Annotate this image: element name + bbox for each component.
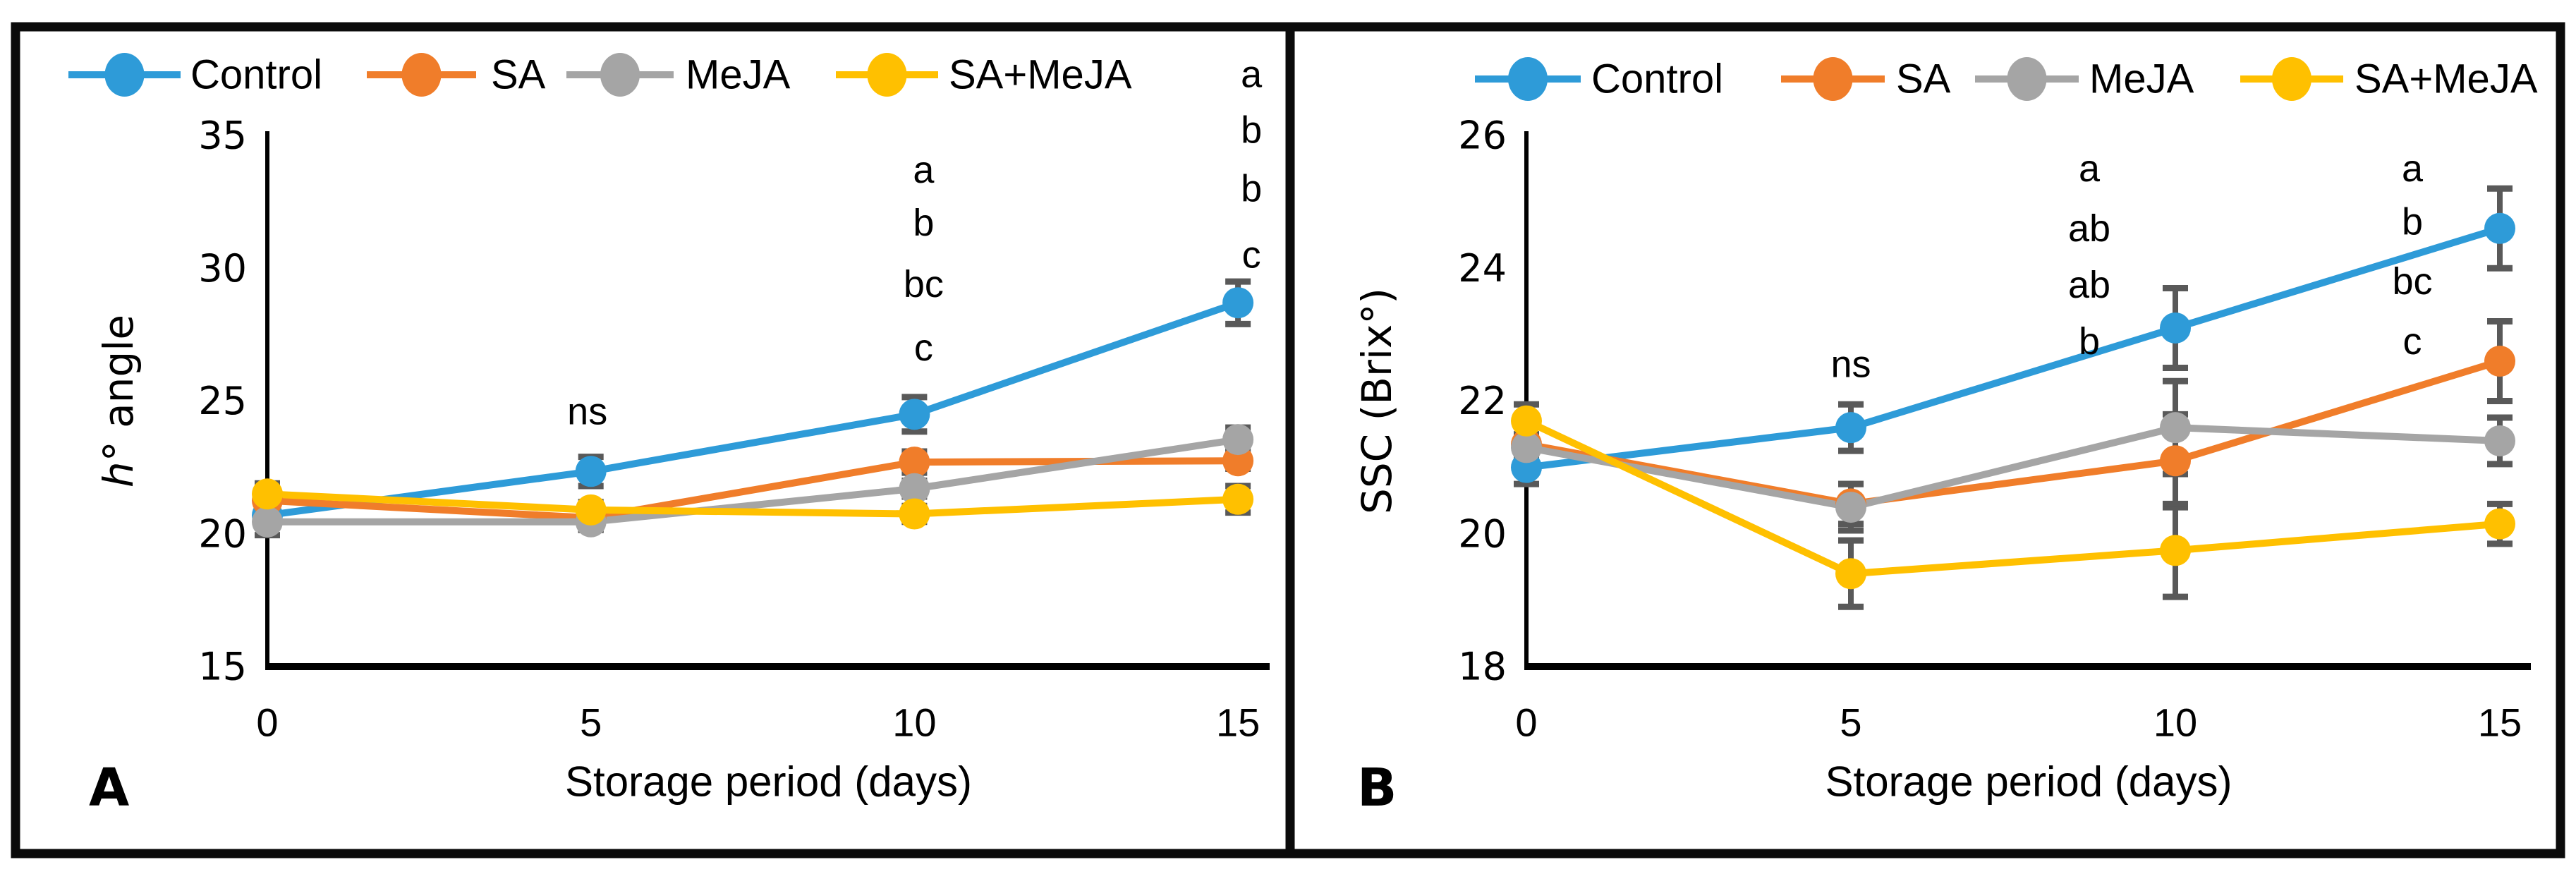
y-tick-label-a: 15 (198, 645, 247, 689)
legend-label-b: SA (1896, 56, 1951, 102)
panel-letter-b: B (1357, 758, 1397, 818)
marker-meja-day0 (1511, 432, 1542, 463)
x-tick-label-b: 10 (2153, 700, 2197, 745)
x-tick-label-b: 5 (1840, 700, 1861, 745)
y-tick-label-a: 25 (198, 379, 247, 423)
marker-meja-day10 (899, 473, 930, 504)
series-line-sa+meja (267, 490, 1239, 518)
significance-label-a: a (913, 149, 935, 191)
legend-marker-a (401, 53, 442, 97)
significance-label-b: a (2079, 147, 2101, 190)
legend-label-a: Control (190, 52, 322, 98)
series-line-sa+meja (1524, 418, 2501, 578)
y-tick-label-b: 20 (1458, 511, 1507, 556)
legend-label-b: MeJA (2089, 56, 2194, 102)
legend-label-b: SA+MeJA (2355, 56, 2538, 102)
x-tick-label-a: 10 (892, 700, 936, 745)
y-tick-label-b: 24 (1458, 246, 1507, 291)
significance-label-b: a (2402, 147, 2424, 190)
marker-meja-day10 (2160, 412, 2191, 444)
x-axis-title-b: Storage period (days) (1825, 758, 2232, 806)
marker-sa+meja-day5 (1835, 558, 1866, 590)
significance-label-b: b (2079, 320, 2100, 363)
legend-marker-a (104, 53, 145, 97)
y-tick-label-b: 18 (1458, 645, 1507, 689)
panel-frame-b (1285, 22, 2565, 858)
significance-label-b: ab (2068, 264, 2110, 306)
marker-sa-day10 (899, 447, 930, 478)
legend-marker-b (1508, 57, 1548, 101)
significance-label-b: c (2403, 320, 2422, 363)
y-tick-label-b: 22 (1458, 379, 1507, 423)
marker-sa-day10 (2160, 445, 2191, 477)
significance-label-a: b (1241, 109, 1262, 151)
marker-sa+meja-day15 (1222, 483, 1254, 515)
marker-control-day10 (2160, 312, 2191, 344)
y-tick-label-b: 26 (1458, 114, 1507, 158)
marker-control-day15 (2484, 212, 2515, 244)
x-tick-label-b: 15 (2478, 700, 2522, 745)
y-tick-label-a: 35 (198, 114, 247, 158)
series-line-control (1526, 224, 2501, 471)
y-tick-label-a: 20 (198, 511, 247, 556)
x-tick-label-a: 15 (1216, 700, 1260, 745)
significance-label-b: ns (1830, 344, 1871, 386)
significance-label-b: bc (2392, 260, 2432, 303)
significance-label-a: a (1241, 53, 1263, 95)
legend-label-b: Control (1591, 56, 1723, 102)
marker-sa+meja-day5 (575, 494, 607, 526)
significance-label-a: ns (567, 391, 607, 433)
significance-label-a: c (1242, 233, 1261, 276)
marker-sa-day15 (2484, 346, 2515, 377)
significance-label-b: ab (2068, 207, 2110, 250)
marker-sa+meja-day10 (899, 498, 930, 530)
significance-label-a: b (1241, 167, 1262, 210)
x-tick-label-b: 0 (1515, 700, 1537, 745)
y-tick-label-a: 30 (198, 246, 247, 291)
significance-label-a: b (913, 202, 934, 244)
marker-sa+meja-day10 (2160, 535, 2191, 566)
x-axis-title-a: Storage period (days) (565, 758, 972, 806)
marker-sa+meja-day0 (1511, 405, 1542, 437)
legend-marker-b (2272, 57, 2311, 101)
marker-control-day5 (1835, 412, 1866, 444)
marker-meja-day15 (1222, 424, 1254, 456)
marker-sa+meja-day0 (252, 478, 283, 510)
x-tick-label-a: 5 (580, 700, 602, 745)
marker-control-day10 (899, 399, 930, 430)
x-tick-label-a: 0 (256, 700, 278, 745)
significance-label-b: b (2402, 200, 2423, 243)
significance-label-a: bc (904, 263, 944, 305)
marker-meja-day15 (2484, 425, 2515, 456)
series-line-meja (1526, 424, 2501, 511)
legend-label-a: MeJA (686, 52, 791, 98)
legend-marker-a (867, 53, 907, 97)
marker-meja-day0 (252, 506, 283, 538)
significance-label-a: c (914, 327, 933, 369)
legend-marker-b (1813, 57, 1853, 101)
y-axis-title-a: h° angle (95, 315, 142, 487)
legend-label-a: SA (491, 52, 546, 98)
legend-label-a: SA+MeJA (949, 52, 1132, 98)
marker-control-day5 (575, 456, 607, 487)
marker-meja-day5 (1835, 492, 1866, 523)
series-line-meja (267, 436, 1239, 526)
y-axis-title-b: SSC (Brix°) (1353, 288, 1401, 514)
legend-marker-a (600, 53, 640, 97)
marker-control-day15 (1222, 287, 1254, 319)
panel-letter-a: A (89, 758, 129, 818)
series-line-control (267, 299, 1239, 519)
legend-marker-b (2007, 57, 2047, 101)
marker-sa+meja-day15 (2484, 508, 2515, 540)
marker-sa-day15 (1222, 445, 1254, 477)
